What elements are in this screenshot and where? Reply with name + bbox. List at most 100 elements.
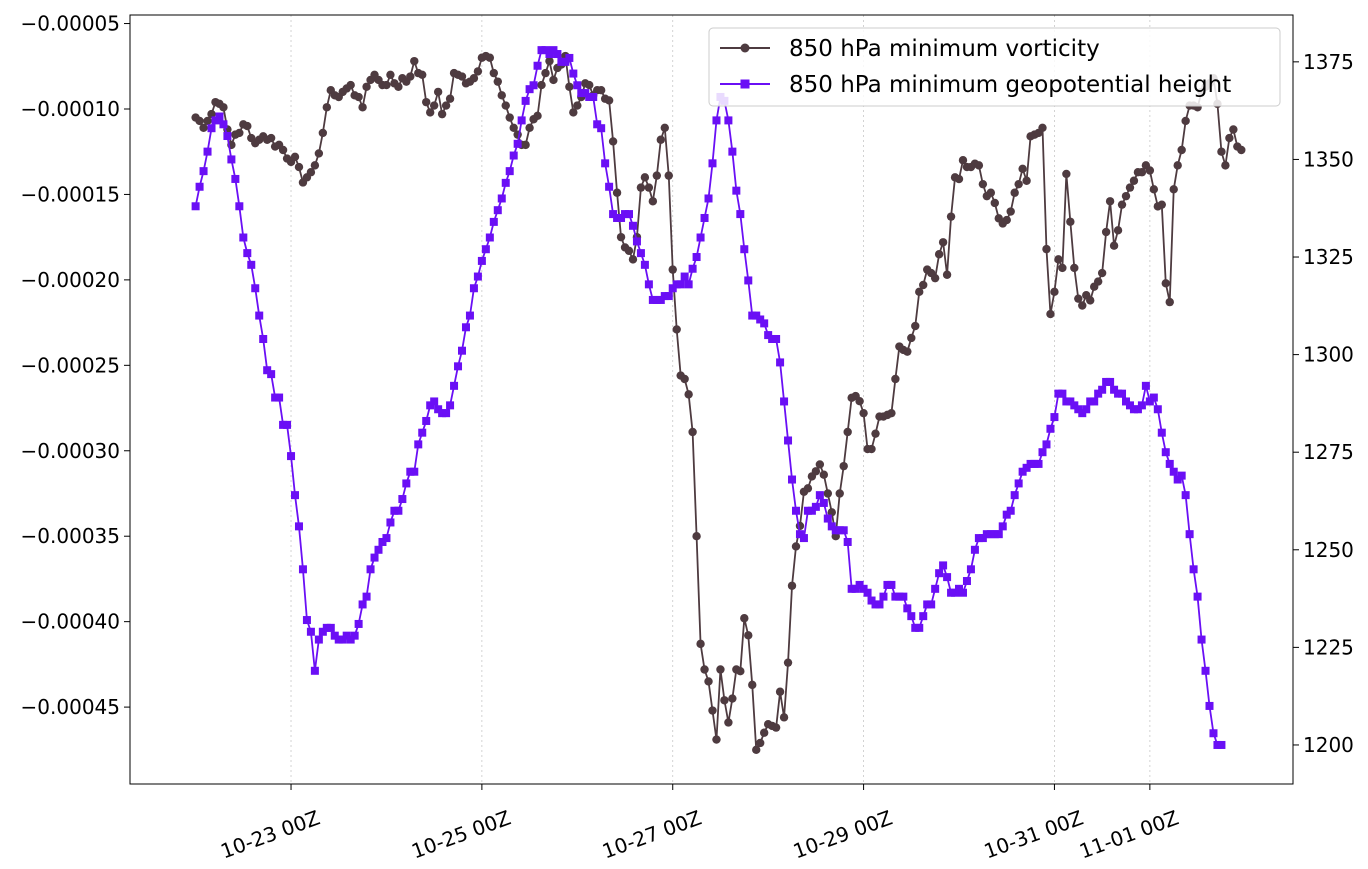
data-point xyxy=(839,461,848,471)
data-point xyxy=(414,440,423,449)
data-point xyxy=(1177,471,1186,480)
data-point xyxy=(418,70,427,80)
data-point xyxy=(1090,397,1099,406)
data-point xyxy=(776,358,785,367)
legend-marker-vorticity xyxy=(740,43,750,53)
data-point xyxy=(839,526,848,535)
data-point xyxy=(442,409,451,418)
data-point xyxy=(489,217,498,226)
data-point xyxy=(684,280,693,289)
data-point xyxy=(823,489,832,498)
data-point xyxy=(549,75,558,85)
y-axis-right: 1200 1225 1250 1275 1300 1325 1350 1375 xyxy=(1293,50,1354,757)
data-point xyxy=(358,600,367,609)
data-point xyxy=(616,232,626,242)
data-point xyxy=(815,491,824,500)
data-point xyxy=(736,210,745,219)
y-left-tick-label: −0.00030 xyxy=(21,439,120,463)
data-point xyxy=(529,81,538,90)
y-right-tick-label: 1250 xyxy=(1303,538,1354,562)
data-point xyxy=(1165,297,1174,307)
data-point xyxy=(624,210,633,219)
data-point xyxy=(429,101,439,110)
data-point xyxy=(1173,161,1182,170)
data-point xyxy=(1042,440,1051,449)
data-point xyxy=(1038,123,1047,132)
data-point xyxy=(871,429,880,438)
data-point xyxy=(919,280,928,290)
data-point xyxy=(728,694,737,703)
data-point xyxy=(811,502,820,511)
series-geopotential-height xyxy=(191,46,1226,749)
data-point xyxy=(759,728,769,737)
y-right-tick-label: 1375 xyxy=(1303,50,1354,74)
data-point xyxy=(744,276,753,285)
data-point xyxy=(354,619,363,628)
data-point xyxy=(919,612,928,621)
data-point xyxy=(290,152,300,162)
data-point xyxy=(1050,413,1059,422)
data-point xyxy=(203,116,212,126)
data-point xyxy=(696,639,705,649)
data-point xyxy=(278,145,288,155)
data-point xyxy=(783,658,793,667)
data-point xyxy=(736,667,745,676)
data-point xyxy=(688,264,697,273)
data-point xyxy=(1125,183,1135,192)
data-point xyxy=(756,738,765,748)
data-point xyxy=(943,573,952,582)
data-point xyxy=(1221,161,1230,170)
data-point xyxy=(350,631,359,640)
data-point xyxy=(608,137,618,146)
y-right-tick-label: 1225 xyxy=(1303,635,1354,659)
data-point xyxy=(791,506,800,515)
data-point xyxy=(497,194,506,203)
data-point xyxy=(1046,309,1055,319)
data-point xyxy=(815,460,825,469)
data-point xyxy=(664,171,673,180)
data-point xyxy=(326,623,335,632)
data-point xyxy=(803,484,813,493)
data-point xyxy=(724,116,733,125)
data-point xyxy=(195,182,204,191)
data-point xyxy=(1014,179,1023,189)
legend-label-vorticity: 850 hPa minimum vorticity xyxy=(789,36,1100,62)
data-point xyxy=(1038,448,1047,457)
data-point xyxy=(469,74,479,83)
data-point xyxy=(1121,191,1131,201)
data-point xyxy=(493,206,502,215)
data-point xyxy=(775,687,785,696)
data-point xyxy=(418,428,427,437)
data-point xyxy=(306,168,316,177)
data-point xyxy=(450,381,459,390)
data-point xyxy=(1161,279,1170,288)
data-point xyxy=(231,174,240,183)
data-point xyxy=(505,167,514,176)
y-right-tick-label: 1350 xyxy=(1303,147,1354,171)
data-point xyxy=(589,92,598,101)
data-point xyxy=(688,427,697,437)
data-point xyxy=(1006,207,1015,216)
data-point xyxy=(1229,125,1238,134)
data-point xyxy=(1086,296,1095,305)
data-point xyxy=(696,233,705,242)
data-point xyxy=(740,245,749,254)
data-point xyxy=(501,178,510,187)
data-point xyxy=(740,614,749,623)
data-point xyxy=(441,101,451,110)
data-point xyxy=(1201,666,1210,675)
y-right-tick-label: 1325 xyxy=(1303,245,1354,269)
data-point xyxy=(636,183,646,192)
data-point xyxy=(195,116,204,126)
y-left-tick-label: −0.00015 xyxy=(21,182,120,206)
data-point xyxy=(1157,200,1166,209)
data-point xyxy=(684,390,693,399)
data-point xyxy=(314,635,323,644)
data-point xyxy=(509,151,518,160)
data-point xyxy=(1169,467,1178,476)
data-point xyxy=(1185,530,1194,539)
y-left-tick-label: −0.00005 xyxy=(21,12,120,36)
data-point xyxy=(962,577,971,586)
data-point xyxy=(760,319,769,328)
data-point xyxy=(632,237,641,246)
